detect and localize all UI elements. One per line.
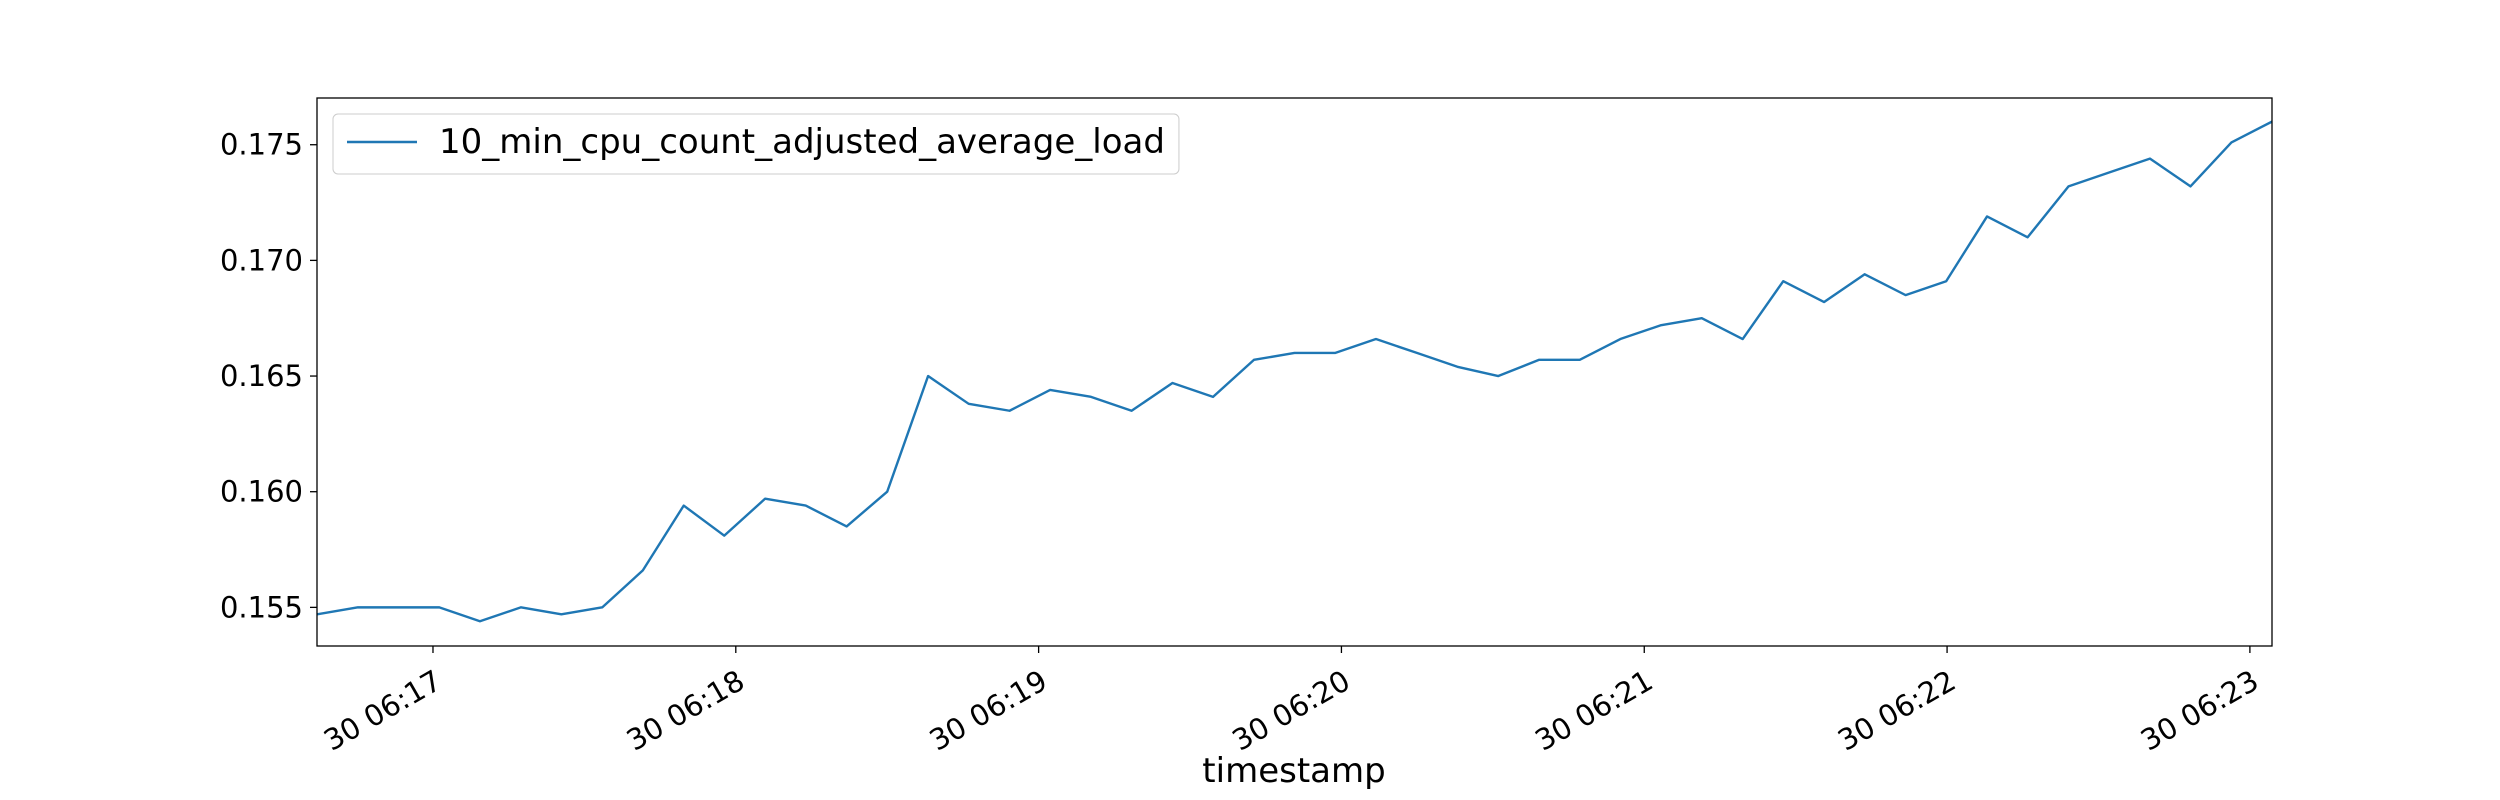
y-tick-label: 0.160	[220, 475, 303, 509]
x-tick-label: 30 06:19	[924, 663, 1053, 757]
x-tick-label: 30 06:18	[621, 663, 750, 757]
x-tick-label: 30 06:17	[318, 663, 447, 757]
plot-frame	[316, 97, 2273, 647]
y-tick-label: 0.165	[220, 359, 303, 393]
y-tick-label: 0.155	[220, 590, 303, 624]
y-tick-label: 0.170	[220, 243, 303, 277]
x-tick-label: 30 06:21	[1529, 663, 1658, 757]
legend: 10_min_cpu_count_adjusted_average_load	[332, 113, 1180, 175]
x-tick-label: 30 06:20	[1226, 663, 1355, 757]
data-line	[317, 120, 2272, 623]
x-tick-label: 30 06:23	[2135, 663, 2264, 757]
x-axis-label: timestamp	[1202, 751, 1385, 791]
y-tick-label: 0.175	[220, 128, 303, 162]
legend-box	[332, 113, 1180, 175]
legend-label: 10_min_cpu_count_adjusted_average_load	[439, 122, 1165, 162]
x-tick-label: 30 06:22	[1832, 663, 1961, 757]
